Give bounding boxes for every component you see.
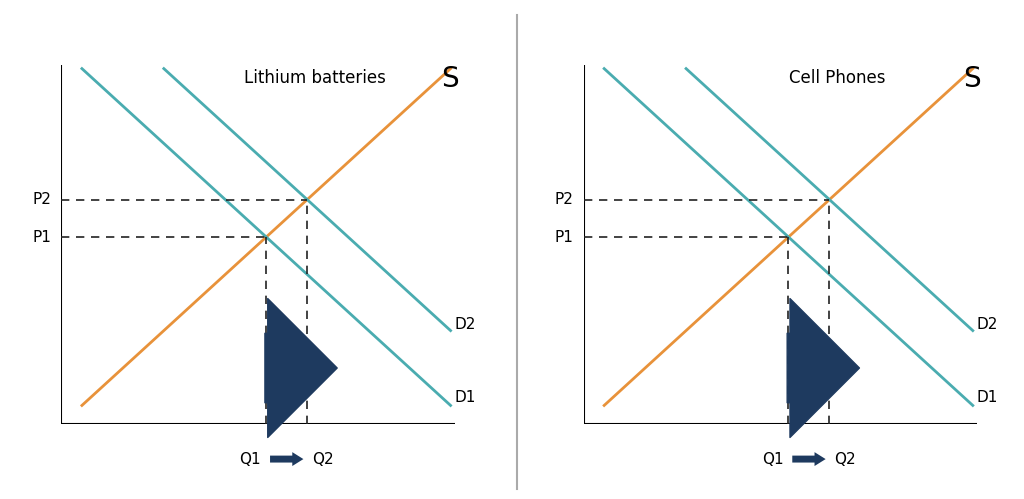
- Text: P1: P1: [555, 230, 573, 245]
- Text: Q2: Q2: [835, 452, 856, 467]
- Text: D2: D2: [977, 317, 998, 332]
- Text: Q2: Q2: [312, 452, 334, 467]
- Text: P1: P1: [33, 230, 51, 245]
- Text: Q1: Q1: [762, 452, 783, 467]
- Text: D2: D2: [455, 317, 476, 332]
- Text: S: S: [441, 65, 459, 93]
- Text: Cell Phones: Cell Phones: [790, 68, 886, 87]
- Text: D1: D1: [977, 390, 998, 406]
- Text: S: S: [964, 65, 981, 93]
- Text: P2: P2: [555, 192, 573, 207]
- Text: P2: P2: [33, 192, 51, 207]
- Text: D1: D1: [455, 390, 476, 406]
- Text: Q1: Q1: [240, 452, 261, 467]
- Text: Lithium batteries: Lithium batteries: [245, 68, 386, 87]
